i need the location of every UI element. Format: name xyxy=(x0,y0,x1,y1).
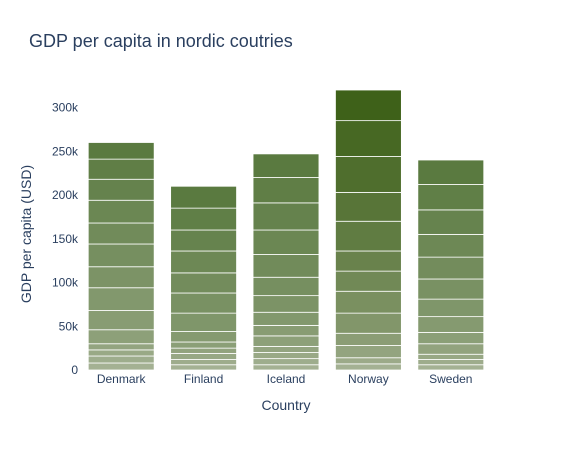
bar-segment xyxy=(87,158,155,180)
bar-segment xyxy=(335,156,402,193)
bar-segment xyxy=(335,312,402,334)
bar-segment xyxy=(87,310,155,331)
bar-segment xyxy=(252,229,320,255)
bar-segment xyxy=(335,270,402,292)
bar-segment xyxy=(252,295,320,313)
bar-segment xyxy=(417,209,485,235)
x-axis-ticks: Denmark Finland Iceland Norway Sweden xyxy=(97,372,473,386)
bar-segment xyxy=(87,343,155,351)
bar-segment xyxy=(170,250,237,274)
bar-segment xyxy=(335,89,402,122)
x-tick-label: Iceland xyxy=(267,372,306,386)
bar-segment xyxy=(252,345,320,353)
bar-segment xyxy=(170,331,237,343)
bar-segment xyxy=(252,254,320,278)
bar-segment xyxy=(335,290,402,314)
bar-segment xyxy=(87,362,155,371)
bar-iceland xyxy=(252,153,320,371)
bar-segment xyxy=(87,142,155,160)
x-tick-label: Sweden xyxy=(429,372,472,386)
y-tick-label: 150k xyxy=(52,232,79,246)
bar-segment xyxy=(87,243,155,268)
bar-segment xyxy=(335,120,402,157)
bar-segment xyxy=(417,331,485,345)
y-tick-label: 100k xyxy=(52,276,79,290)
bar-segment xyxy=(170,359,237,366)
bar-segment xyxy=(417,353,485,360)
bar-segment xyxy=(335,250,402,272)
x-tick-label: Norway xyxy=(348,372,389,386)
bar-segment xyxy=(170,292,237,314)
bar-segment xyxy=(87,266,155,289)
bar-segment xyxy=(335,363,402,371)
bar-segment xyxy=(417,184,485,211)
bar-segment xyxy=(87,222,155,245)
bar-segment xyxy=(252,276,320,297)
bar-segment xyxy=(252,153,320,178)
bar-segment xyxy=(417,359,485,366)
bar-segment xyxy=(417,316,485,333)
bar-denmark xyxy=(87,142,155,371)
y-tick-label: 50k xyxy=(59,319,79,333)
bar-segment xyxy=(252,358,320,366)
bar-segment xyxy=(170,352,237,360)
bar-segment xyxy=(252,335,320,347)
bar-segment xyxy=(335,357,402,365)
bar-segment xyxy=(252,311,320,326)
bar-segment xyxy=(170,312,237,332)
bar-finland xyxy=(170,185,237,371)
bar-segment xyxy=(87,199,155,224)
bar-segment xyxy=(87,355,155,364)
bar-segment xyxy=(170,229,237,252)
y-tick-label: 250k xyxy=(52,144,79,158)
bar-segment xyxy=(335,332,402,346)
bar-segment xyxy=(170,341,237,349)
bar-segment xyxy=(252,177,320,204)
bar-segment xyxy=(252,324,320,337)
bar-segment xyxy=(170,207,237,231)
bar-segment xyxy=(87,329,155,345)
bar-segment xyxy=(417,364,485,371)
bar-segment xyxy=(417,298,485,318)
bar-segment xyxy=(417,278,485,300)
bars-group xyxy=(87,89,485,371)
bar-segment xyxy=(170,364,237,371)
bar-sweden xyxy=(417,159,485,371)
bar-norway xyxy=(335,89,402,371)
bar-segment xyxy=(417,159,485,185)
x-tick-label: Denmark xyxy=(97,372,147,386)
bar-segment xyxy=(252,364,320,371)
bar-segment xyxy=(87,349,155,357)
x-tick-label: Finland xyxy=(184,372,223,386)
bar-segment xyxy=(252,352,320,360)
bar-segment xyxy=(87,178,155,201)
bar-segment xyxy=(417,343,485,355)
y-axis-ticks: 0 50k 100k 150k 200k 250k 300k xyxy=(52,101,79,378)
y-tick-label: 300k xyxy=(52,101,79,115)
bar-segment xyxy=(335,345,402,359)
y-tick-label: 0 xyxy=(71,363,78,377)
bar-segment xyxy=(417,233,485,258)
x-axis-title: Country xyxy=(261,397,310,413)
y-axis-title: GDP per capita (USD) xyxy=(18,165,34,303)
chart-title: GDP per capita in nordic coutries xyxy=(29,31,293,51)
bar-segment xyxy=(252,202,320,231)
bar-segment xyxy=(170,272,237,294)
bar-segment xyxy=(417,256,485,280)
bar-segment xyxy=(170,185,237,209)
bar-segment xyxy=(335,220,402,252)
bar-segment xyxy=(335,191,402,222)
y-tick-label: 200k xyxy=(52,188,79,202)
bar-segment xyxy=(170,347,237,354)
bar-segment xyxy=(87,287,155,311)
